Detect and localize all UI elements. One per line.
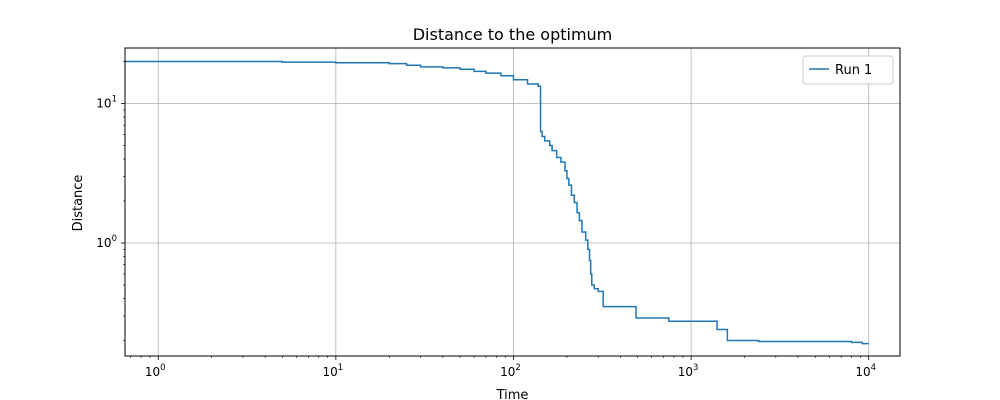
x-tick-label-exponent: 1 xyxy=(338,363,343,373)
x-tick-label-exponent: 2 xyxy=(515,363,520,373)
y-tick-label: 100 xyxy=(96,234,117,250)
series-layer xyxy=(125,60,869,345)
legend: Run 1 xyxy=(802,55,894,85)
y-tick-label-base: 10 xyxy=(96,97,111,111)
x-tick-label-exponent: 4 xyxy=(871,363,876,373)
y-tick-label-base: 10 xyxy=(96,236,111,250)
grid xyxy=(125,48,900,356)
x-tick-label-exponent: 0 xyxy=(160,363,165,373)
x-tick-label: 103 xyxy=(678,363,699,379)
x-tick-label-base: 10 xyxy=(323,365,338,379)
plot-frame xyxy=(124,47,901,357)
x-tick-label: 100 xyxy=(145,363,166,379)
y-tick-label-exponent: 1 xyxy=(112,95,117,105)
x-tick-label: 104 xyxy=(855,363,876,379)
x-tick-label-base: 10 xyxy=(500,365,515,379)
x-axis-title: Time xyxy=(496,388,529,400)
chart-title: Distance to the optimum xyxy=(413,25,613,44)
x-axis-ticks: 100 101 102 103 104 xyxy=(130,356,876,379)
legend-box xyxy=(802,55,894,85)
y-tick-label-exponent: 0 xyxy=(112,234,117,244)
x-tick-label-exponent: 3 xyxy=(693,363,698,373)
x-tick-label: 102 xyxy=(500,363,521,379)
x-tick-label-base: 10 xyxy=(145,365,160,379)
plot-area xyxy=(125,48,900,356)
x-tick-label-base: 10 xyxy=(855,365,870,379)
y-tick-label: 101 xyxy=(96,95,117,111)
y-axis-title: Distance xyxy=(71,175,86,232)
x-tick-label-base: 10 xyxy=(678,365,693,379)
x-tick-label: 101 xyxy=(323,363,344,379)
series-line-run-1 xyxy=(125,60,869,345)
legend-label-run-1: Run 1 xyxy=(835,63,872,78)
